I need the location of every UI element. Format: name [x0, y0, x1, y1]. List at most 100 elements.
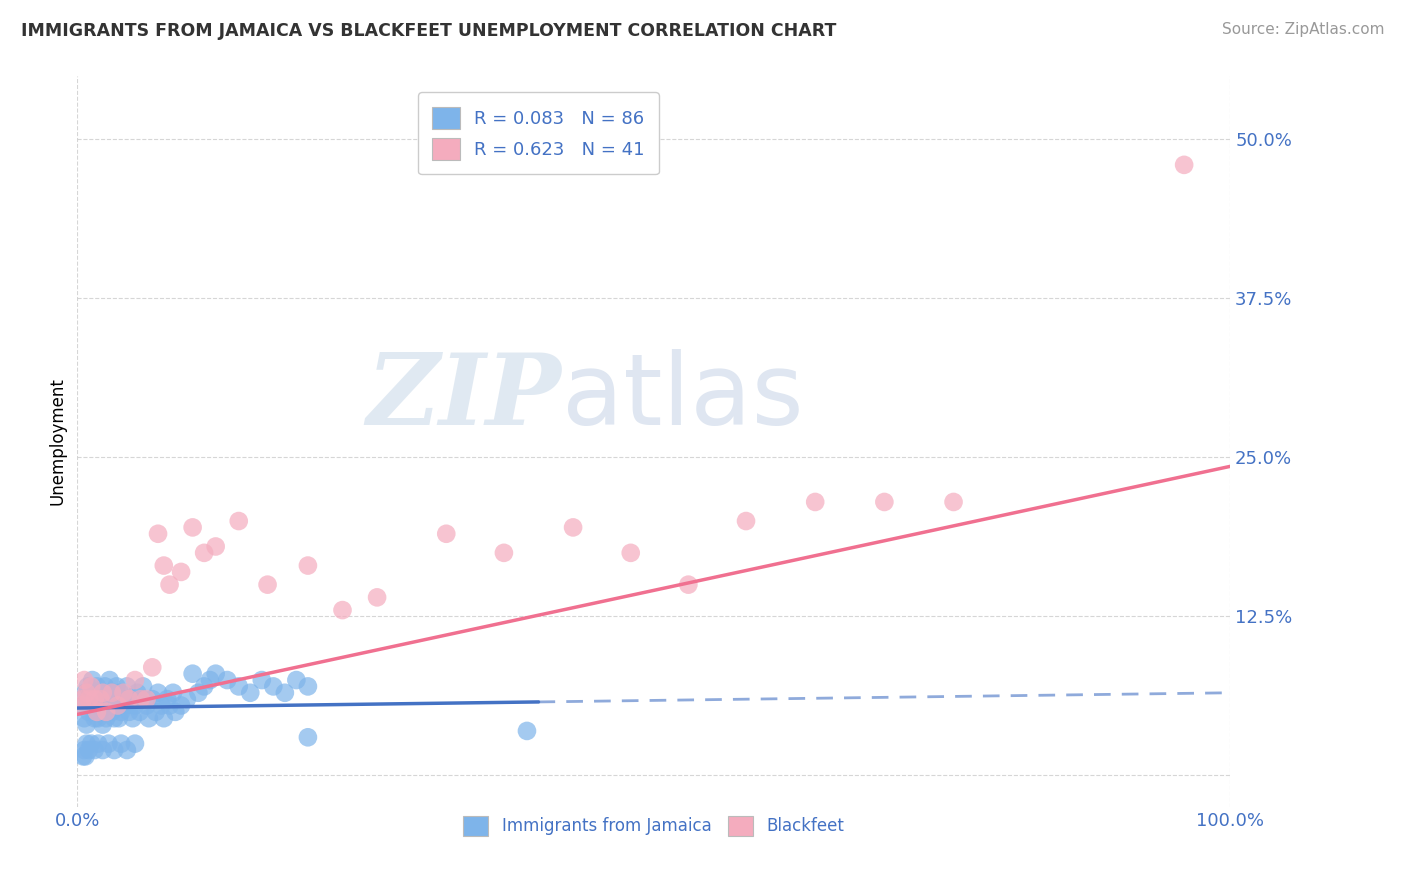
Point [115, 743, 138, 757]
Point [129, 692, 152, 706]
Point [103, 743, 125, 757]
Point [73, 673, 96, 687]
Point [107, 698, 129, 713]
Point [620, 546, 643, 560]
Point [129, 692, 152, 706]
Legend: Immigrants from Jamaica, Blackfeet: Immigrants from Jamaica, Blackfeet [457, 809, 851, 843]
Point [80, 680, 103, 694]
Point [285, 673, 308, 687]
Point [83, 743, 105, 757]
Y-axis label: Unemployment: Unemployment [48, 377, 66, 506]
Text: ZIP: ZIP [367, 350, 561, 446]
Point [141, 660, 163, 674]
Point [76, 680, 98, 694]
Point [76, 737, 98, 751]
Point [94, 680, 117, 694]
Point [93, 698, 115, 713]
Point [141, 692, 163, 706]
Point [121, 692, 143, 706]
Point [83, 711, 105, 725]
Point [145, 705, 167, 719]
Point [170, 698, 193, 713]
Point [76, 717, 98, 731]
Point [170, 565, 193, 579]
Point [105, 680, 128, 694]
Point [297, 731, 319, 745]
Point [274, 686, 297, 700]
Point [91, 686, 114, 700]
Point [97, 737, 120, 751]
Point [73, 743, 96, 757]
Point [101, 705, 124, 719]
Point [80, 737, 103, 751]
Point [492, 546, 515, 560]
Point [89, 705, 111, 719]
Point [80, 698, 103, 713]
Point [72, 698, 94, 713]
Point [89, 686, 111, 700]
Point [217, 673, 239, 687]
Text: Source: ZipAtlas.com: Source: ZipAtlas.com [1222, 22, 1385, 37]
Point [678, 577, 700, 591]
Point [83, 692, 105, 706]
Point [193, 680, 215, 694]
Point [87, 737, 110, 751]
Point [121, 711, 143, 725]
Point [162, 686, 184, 700]
Point [86, 680, 108, 694]
Point [297, 680, 319, 694]
Point [96, 711, 118, 725]
Point [1173, 158, 1195, 172]
Point [118, 692, 141, 706]
Text: IMMIGRANTS FROM JAMAICA VS BLACKFEET UNEMPLOYMENT CORRELATION CHART: IMMIGRANTS FROM JAMAICA VS BLACKFEET UNE… [21, 22, 837, 40]
Point [132, 680, 155, 694]
Point [112, 692, 135, 706]
Point [124, 673, 146, 687]
Point [159, 577, 181, 591]
Point [434, 526, 457, 541]
Point [942, 495, 965, 509]
Point [91, 743, 114, 757]
Point [118, 705, 141, 719]
Point [108, 686, 131, 700]
Point [256, 577, 278, 591]
Point [187, 686, 209, 700]
Point [228, 514, 250, 528]
Point [153, 711, 174, 725]
Point [98, 673, 121, 687]
Point [127, 686, 149, 700]
Point [153, 558, 174, 573]
Point [86, 705, 108, 719]
Point [114, 698, 136, 713]
Point [176, 692, 198, 706]
Point [70, 698, 93, 713]
Point [181, 520, 204, 534]
Point [101, 686, 124, 700]
Point [75, 749, 97, 764]
Point [82, 673, 104, 687]
Point [516, 723, 538, 738]
Point [128, 705, 150, 719]
Point [77, 743, 100, 757]
Point [115, 680, 138, 694]
Point [297, 558, 319, 573]
Point [103, 711, 125, 725]
Point [146, 686, 169, 700]
Point [150, 698, 173, 713]
Point [90, 692, 112, 706]
Point [146, 526, 169, 541]
Point [181, 666, 204, 681]
Point [112, 686, 135, 700]
Point [101, 686, 124, 700]
Point [91, 717, 114, 731]
Point [228, 680, 250, 694]
Point [73, 711, 96, 725]
Point [97, 698, 120, 713]
Point [250, 673, 273, 687]
Point [366, 591, 388, 605]
Point [75, 686, 97, 700]
Point [76, 686, 98, 700]
Point [84, 698, 107, 713]
Point [89, 692, 111, 706]
Point [104, 692, 127, 706]
